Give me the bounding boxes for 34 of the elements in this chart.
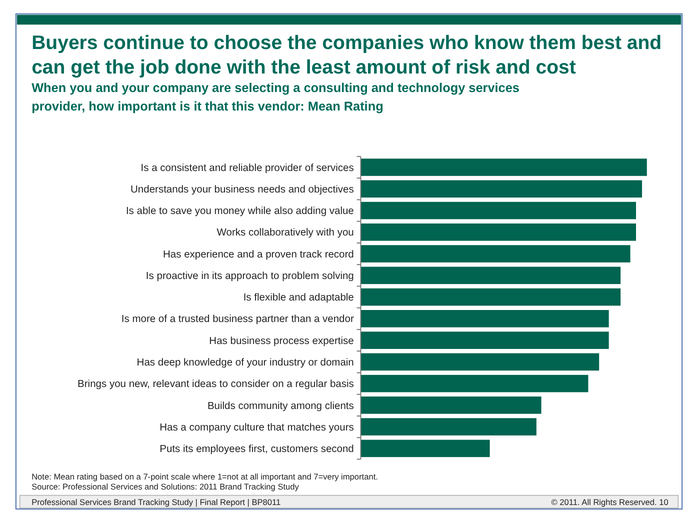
y-tick-label: Is proactive in its approach to problem solving: [146, 270, 354, 282]
chart-title: Buyers continue to choose the companies who know them best and can get the job done with the least amount of risk and cost: [32, 32, 662, 78]
bar: [360, 332, 609, 349]
bar: [360, 224, 636, 241]
bar: [360, 245, 630, 262]
bar: [360, 353, 600, 371]
bar: [360, 288, 621, 306]
y-tick-label: Is more of a trusted business partner than a vendor: [121, 314, 354, 326]
bar: [360, 310, 609, 328]
y-tick-label: Brings you new, relevant ideas to consider on a regular basis: [78, 379, 354, 390]
chart-subtitle: When you and your company are selecting a consulting and technology services provider, how important is it that this vendor: Mean Rating: [32, 80, 520, 114]
y-tick-label: Has a company culture that matches yours: [160, 422, 354, 434]
bar: [360, 418, 536, 436]
bar: [360, 440, 490, 458]
source-note: Source: Professional Services and Solutions: 2011 Brand Tracking Study: [32, 482, 300, 492]
y-tick-label: Is a consistent and reliable provider of services: [140, 162, 354, 174]
y-tick-label: Works collaboratively with you: [216, 228, 354, 239]
bar: [360, 266, 621, 284]
text: Professional Services Brand Tracking Study | Final Report | BP8011: [32, 497, 281, 508]
bar: [360, 158, 647, 176]
bar: [360, 180, 642, 198]
y-tick-label: Understands your business needs and objectives: [130, 184, 354, 196]
y-tick-label: Has business process expertise: [209, 336, 354, 347]
bar: [360, 202, 636, 220]
bar: [360, 396, 542, 414]
y-tick-label: Is able to save you money while also adding value: [126, 206, 354, 218]
y-tick-label: Has experience and a proven track record: [163, 249, 354, 260]
text: Note: Mean rating based on a 7-point scale where 1=not at all important and 7=very important.: [32, 472, 378, 482]
bar: [360, 374, 588, 392]
y-tick-label: Has deep knowledge of your industry or domain: [136, 358, 354, 369]
y-tick-label: Is flexible and adaptable: [243, 292, 354, 304]
y-tick-label: Builds community among clients: [207, 400, 354, 412]
text: © 2011. All Rights Reserved. 10: [551, 497, 669, 508]
y-tick-label: Puts its employees first, customers second: [160, 444, 354, 456]
